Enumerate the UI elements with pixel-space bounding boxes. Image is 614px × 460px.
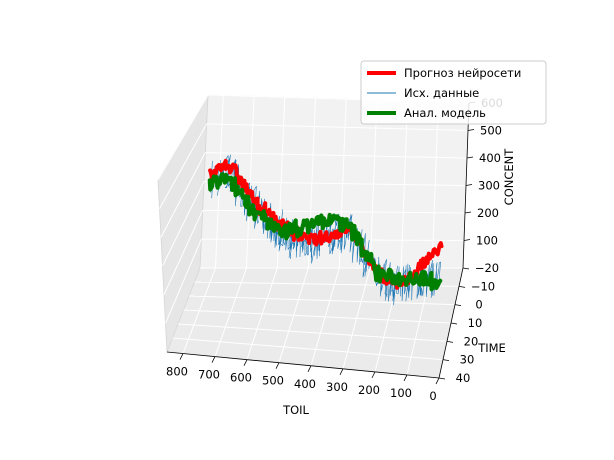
series-analytic-model-line <box>207 172 443 292</box>
y-tick-label: −20 <box>475 261 499 275</box>
x-tick-label: 100 <box>390 386 412 400</box>
grid-line-z-left <box>165 238 202 324</box>
y-tick-mark <box>462 267 470 270</box>
grid-line-z <box>203 181 467 186</box>
y-tick-mark <box>442 359 450 362</box>
x-axis-line <box>166 351 440 379</box>
grid-line-y <box>172 337 444 361</box>
x-tick-label: 0 <box>429 389 436 403</box>
legend: Прогноз нейросети Исх. данные Анал. моде… <box>360 60 547 125</box>
x-tick-label: 200 <box>358 383 380 397</box>
y-tick-label: 30 <box>460 353 475 367</box>
series-layer <box>207 154 444 306</box>
legend-label-forecast: Прогноз нейросети <box>404 66 521 80</box>
x-tick-label: 500 <box>262 374 284 388</box>
grid-line-z <box>202 209 466 214</box>
grid-line-z-left <box>163 210 204 295</box>
z-axis-label: CONCENT <box>502 148 516 206</box>
x-tick-mark <box>435 377 440 385</box>
x-tick-label: 600 <box>230 371 252 385</box>
z-tick-mark <box>464 211 472 214</box>
x-tick-label: 300 <box>326 380 348 394</box>
y-tick-mark <box>438 377 446 380</box>
x-tick-mark <box>211 356 216 363</box>
x-axis-label: TOIL <box>282 403 309 417</box>
x-tick-mark <box>179 353 184 360</box>
x-tick-label: 400 <box>294 377 316 391</box>
grid-line-z <box>205 152 468 159</box>
grid-line-y <box>177 323 448 342</box>
z-tick-label: 100 <box>476 234 498 248</box>
x-tick-mark <box>243 359 248 366</box>
y-tick-label: 10 <box>468 316 483 330</box>
z-tick-mark <box>467 129 475 131</box>
z-tick-label: 200 <box>477 206 499 220</box>
x-tick-mark <box>307 365 312 372</box>
x-tick-label: 700 <box>198 368 220 382</box>
legend-label-analytic-model: Анал. модель <box>404 106 486 120</box>
grid-line-y <box>183 309 452 324</box>
y-axis-label: TIME <box>477 341 506 355</box>
y-tick-label: 40 <box>456 371 471 385</box>
grid-line-y <box>194 281 460 287</box>
grid-line-z-left <box>162 181 205 267</box>
y-tick-labels: −20 −10 0 10 20 30 40 <box>438 261 499 385</box>
y-tick-mark <box>450 322 458 325</box>
z-tick-mark <box>466 156 474 159</box>
x-tick-mark <box>403 374 408 382</box>
x-tick-labels: 800 700 600 500 400 300 200 100 0 <box>166 353 440 403</box>
z-tick-label: 500 <box>480 124 502 138</box>
y-tick-mark <box>446 340 454 343</box>
z-tick-mark <box>463 239 471 241</box>
grid-line-y <box>188 295 456 306</box>
y-tick-label: 20 <box>464 334 479 348</box>
x-tick-mark <box>371 371 376 379</box>
grid-line-z <box>206 123 469 131</box>
x-tick-label: 800 <box>166 365 188 379</box>
x-tick-mark <box>339 368 344 376</box>
grid-line-z-left <box>157 94 209 181</box>
z-tick-mark <box>465 184 473 186</box>
legend-box <box>360 60 547 125</box>
y-tick-mark <box>458 285 466 288</box>
z-tick-label: 300 <box>478 179 500 193</box>
z-tick-label: 400 <box>479 151 501 165</box>
y-tick-label: −10 <box>471 279 495 293</box>
legend-label-raw-data: Исх. данные <box>404 86 479 100</box>
grid-line-z-left <box>159 123 208 209</box>
x-tick-mark <box>275 362 280 369</box>
y-tick-label: 0 <box>475 298 482 312</box>
y-tick-mark <box>454 304 462 307</box>
grid-line-z-left <box>160 152 206 238</box>
